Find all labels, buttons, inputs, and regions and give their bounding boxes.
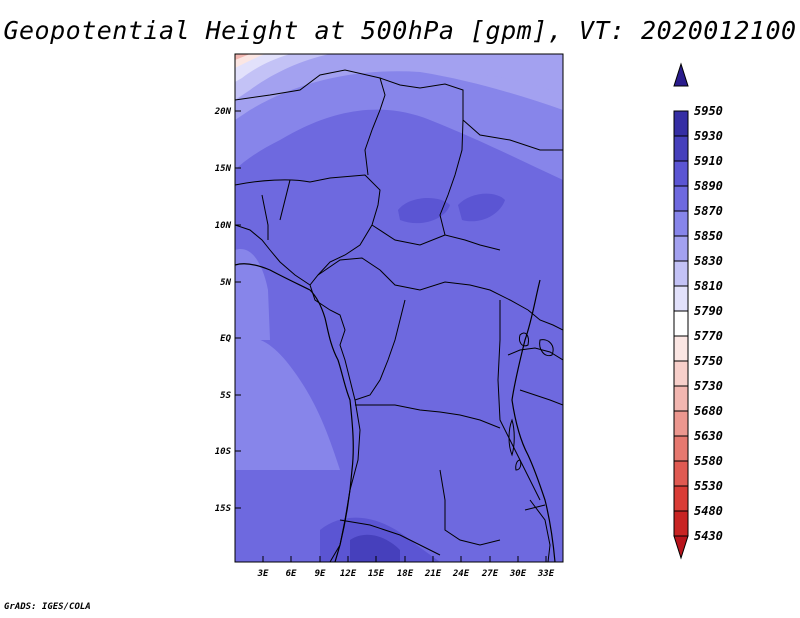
colorbar-label: 5730 — [694, 379, 723, 393]
map-frame — [234, 53, 564, 563]
colorbar-label: 5580 — [694, 454, 723, 468]
colorbar-label: 5830 — [694, 254, 723, 268]
colorbar-top-arrow — [673, 62, 689, 87]
lat-label: 5N — [220, 278, 231, 288]
lon-label: 15E — [368, 569, 385, 579]
lon-label: 12E — [340, 569, 357, 579]
colorbar-label: 5770 — [694, 329, 723, 343]
colorbar-label: 5890 — [694, 179, 723, 193]
colorbar-label: 5910 — [694, 154, 723, 168]
lon-label: 27E — [481, 569, 499, 579]
colorbar-bottom-arrow — [673, 535, 689, 560]
colorbar-label: 5480 — [694, 504, 723, 518]
colorbar-segment — [673, 410, 689, 437]
colorbar-segment — [673, 160, 689, 187]
colorbar-label: 5810 — [694, 279, 723, 293]
longitude-axis: 3E 6E 9E 12E 15E 18E 21E 24E 27E 30E 33E — [257, 556, 555, 579]
lat-label: 15N — [215, 164, 232, 174]
colorbar-segment — [673, 335, 689, 362]
colorbar-segment — [673, 185, 689, 212]
lon-label: 21E — [424, 569, 442, 579]
latitude-axis: 20N 15N 10N 5N EQ 5S 10S 15S — [214, 107, 241, 514]
colorbar-label: 5530 — [694, 479, 723, 493]
colorbar-segment — [673, 485, 689, 512]
colorbar: 5430 5480 5530 5580 5630 5680 5730 5750 5770 5790… — [673, 62, 723, 560]
colorbar-label: 5680 — [694, 404, 723, 418]
colorbar-segment — [673, 135, 689, 162]
grads-credit: GrADS: IGES/COLA — [4, 602, 91, 612]
lat-label: EQ — [220, 334, 231, 344]
colorbar-label: 5630 — [694, 429, 723, 443]
colorbar-label: 5870 — [694, 204, 723, 218]
field-band-west — [235, 249, 270, 340]
colorbar-segment — [673, 460, 689, 487]
field-patch-south-dark — [350, 534, 400, 562]
field-band-nw-4 — [235, 54, 250, 60]
colorbar-label: 5430 — [694, 529, 723, 543]
colorbar-segment — [673, 310, 689, 337]
lon-label: 3E — [257, 569, 269, 579]
colorbar-segment — [673, 110, 689, 137]
lat-label: 20N — [214, 107, 232, 117]
lon-label: 6E — [286, 569, 297, 579]
colorbar-label: 5750 — [694, 354, 723, 368]
lon-label: 33E — [537, 569, 555, 579]
colorbar-segment — [673, 210, 689, 237]
lon-label: 18E — [397, 569, 414, 579]
lat-label: 10N — [215, 221, 232, 231]
colorbar-label: 5950 — [694, 104, 723, 118]
colorbar-segment — [673, 260, 689, 287]
field-patch-sudan — [458, 193, 505, 222]
lat-label: 15S — [215, 504, 232, 514]
height-field — [235, 54, 563, 562]
colorbar-segment — [673, 285, 689, 312]
colorbar-segment — [673, 435, 689, 462]
lon-label: 24E — [452, 569, 470, 579]
colorbar-segment — [673, 360, 689, 387]
map-title: Geopotential Height at 500hPa [gpm], VT:… — [3, 16, 797, 45]
colorbar-segment — [673, 510, 689, 537]
field-band-nw-3 — [235, 54, 265, 68]
colorbar-label: 5850 — [694, 229, 723, 243]
field-band-ne — [470, 54, 563, 95]
lon-label: 30E — [509, 569, 527, 579]
field-patch-chad — [398, 198, 450, 224]
lat-label: 10S — [215, 447, 232, 457]
field-band-southwest — [235, 337, 340, 470]
field-band-north — [235, 54, 563, 180]
colorbar-segment — [673, 385, 689, 412]
colorbar-label: 5790 — [694, 304, 723, 318]
lakes — [508, 332, 554, 511]
colorbar-segment — [673, 235, 689, 262]
colorbar-label: 5930 — [694, 129, 723, 143]
lon-label: 9E — [315, 569, 326, 579]
lat-label: 5S — [220, 391, 231, 401]
